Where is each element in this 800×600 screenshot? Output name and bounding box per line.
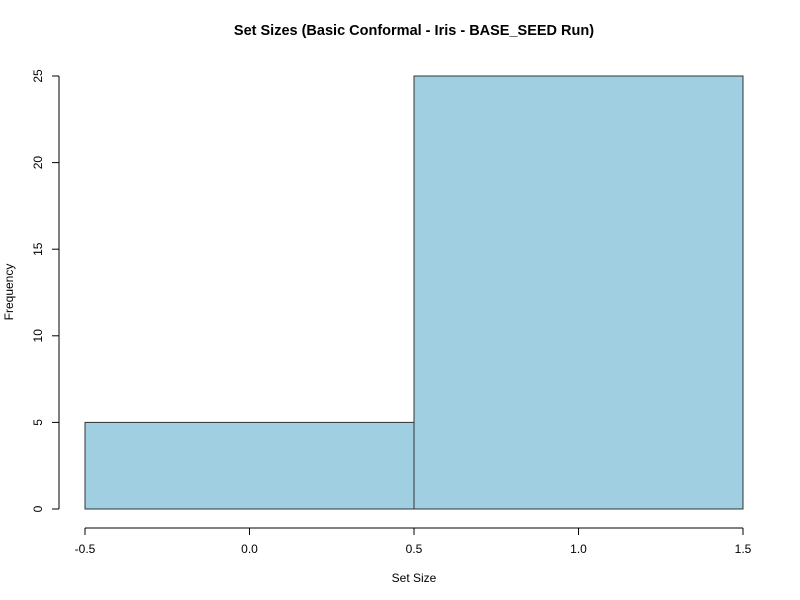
y-tick-label: 0: [31, 505, 45, 512]
x-tick-label: 1.5: [735, 542, 752, 556]
x-tick-label: 0.5: [406, 542, 423, 556]
y-tick-label: 5: [31, 419, 45, 426]
y-tick-label: 20: [31, 156, 45, 170]
x-tick-label: 1.0: [570, 542, 587, 556]
x-axis: -0.5 0.0 0.5 1.0 1.5: [75, 527, 752, 556]
y-axis: 0 5 10 15 20 25: [31, 69, 60, 512]
histogram-bar-0: [84, 421, 415, 510]
y-tick-label: 25: [31, 69, 45, 83]
histogram-bar-1: [413, 75, 744, 510]
y-tick-label: 15: [31, 242, 45, 256]
y-tick-label: 10: [31, 329, 45, 343]
x-tick-label: 0.0: [241, 542, 258, 556]
x-tick-label: -0.5: [75, 542, 96, 556]
y-axis-label: Frequency: [2, 264, 16, 321]
bars-group: [84, 75, 744, 510]
chart-title: Set Sizes (Basic Conformal - Iris - BASE…: [234, 23, 594, 39]
x-axis-label: Set Size: [392, 571, 437, 585]
